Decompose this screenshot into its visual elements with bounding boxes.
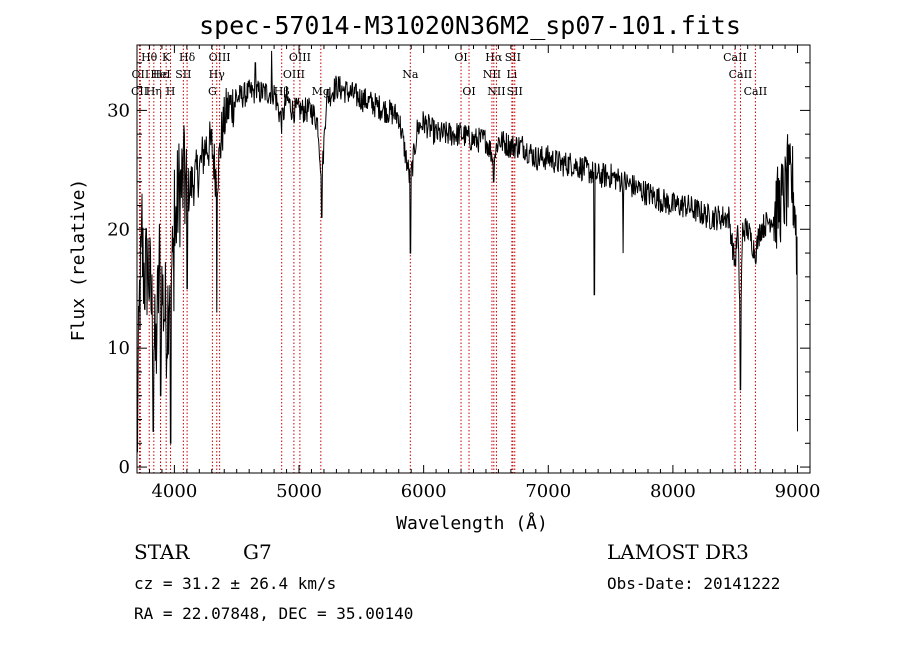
plot-frame (137, 45, 810, 473)
line-label-18: OI (454, 51, 467, 64)
x-tick-label: 4000 (151, 481, 197, 502)
axes: 4000 5000 6000 7000 8000 9000 0 10 20 30 (107, 45, 820, 502)
x-tick-label: 8000 (650, 481, 696, 502)
y-tick-label: 20 (107, 219, 130, 240)
y-tick-label: 10 (107, 338, 130, 359)
x-tick-label: 9000 (775, 481, 821, 502)
redshift-cz: cz = 31.2 ± 26.4 km/s (134, 574, 336, 593)
line-label-19: OI (462, 85, 475, 98)
line-label-1: OII (132, 68, 150, 81)
line-label-27: CaII (729, 68, 753, 81)
spectrum-series (137, 51, 798, 452)
line-label-12: G (208, 85, 217, 98)
line-label-0: Hθ (141, 51, 158, 64)
line-label-26: CaII (723, 51, 747, 64)
line-label-15: OIII (283, 68, 305, 81)
y-axis-label: Flux (relative) (68, 179, 89, 342)
x-tick-label: 7000 (525, 481, 571, 502)
x-tick-label: 5000 (276, 481, 322, 502)
survey-name: LAMOST DR3 (607, 540, 749, 564)
line-label-8: SII (175, 68, 191, 81)
line-label-4: Hη (146, 85, 162, 98)
x-tick-label: 6000 (401, 481, 447, 502)
line-label-9: Hδ (179, 51, 196, 64)
flux-line (137, 51, 798, 452)
line-label-11: Hγ (209, 68, 226, 81)
line-label-5: K (162, 51, 171, 64)
ra-dec: RA = 22.07848, DEC = 35.00140 (134, 604, 413, 623)
y-tick-label: 30 (107, 100, 130, 121)
object-class: STAR (134, 540, 189, 564)
line-label-22: NII (487, 85, 505, 98)
x-axis-label: Wavelength (Å) (396, 512, 548, 534)
line-label-24: Li (506, 68, 517, 81)
line-label-23: SII (505, 51, 521, 64)
object-subclass: G7 (243, 540, 272, 564)
chart-title: spec-57014-M31020N36M2_sp07-101.fits (199, 11, 741, 40)
line-label-6: HeI (150, 68, 170, 81)
line-label-20: Hα (485, 51, 503, 64)
line-label-17: Na (402, 68, 419, 81)
observation-date: Obs-Date: 20141222 (607, 574, 780, 593)
y-tick-label: 0 (119, 457, 130, 478)
line-label-7: H (166, 85, 176, 98)
line-label-25: SII (507, 85, 523, 98)
line-label-28: CaII (744, 85, 768, 98)
line-label-21: NII (483, 68, 501, 81)
line-label-14: OIII (289, 51, 311, 64)
